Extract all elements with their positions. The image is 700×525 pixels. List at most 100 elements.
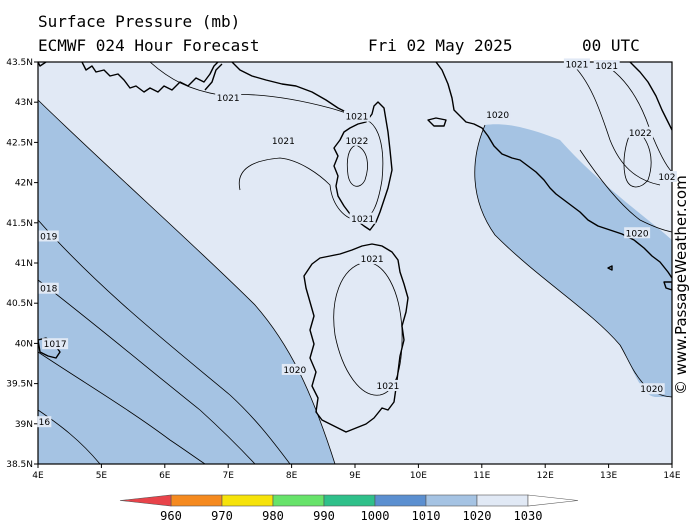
isobar-label: 1022 [345, 137, 368, 147]
isobar-label-bg [484, 109, 511, 121]
isobar-label-bg [359, 252, 386, 264]
isobar-label-bg [38, 282, 59, 294]
isobar-label: 1021 [351, 215, 374, 225]
lat-tick-label: 42.5N [6, 138, 33, 148]
isobar-1019 [38, 219, 291, 464]
isobar-label: 1017 [44, 340, 67, 350]
isobar-1020-southwest [38, 99, 336, 464]
isobar-label: 1020 [640, 385, 663, 395]
coast-italy-tuscany [435, 62, 672, 279]
coast-corsica [333, 101, 393, 231]
isobar-label-bg [38, 230, 59, 242]
credit-watermark: © www.PassageWeather.com [672, 175, 690, 395]
lon-tick-label: 11E [473, 471, 490, 481]
isobar-label-bg [638, 383, 665, 395]
coastlines [38, 62, 672, 433]
lon-tick-label: 10E [410, 471, 427, 481]
axis-ticks: 43.5N 43N 42.5N 42N 41.5N 41N 40.5N 40N 39.5N 39N… [6, 58, 681, 481]
isobar-label-bg [42, 338, 69, 350]
isobar-label: 1021 [565, 60, 588, 70]
legend-label: 1010 [412, 509, 441, 523]
isobar-label: 018 [40, 285, 57, 295]
legend-swatch [476, 494, 529, 507]
isobar-label: 1021 [361, 255, 384, 265]
lat-tick-label: 41.5N [6, 219, 33, 229]
legend-label: 1000 [361, 509, 390, 523]
isobar-1021-sardinia [333, 261, 403, 396]
isobar-label: 1021 [345, 113, 368, 123]
isobar-label: 1020 [626, 229, 649, 239]
isobar-1020-east [474, 124, 672, 398]
isobar-label: 102 [658, 173, 675, 183]
isobar-label-bg [563, 58, 590, 70]
lat-tick-label: 39.5N [6, 380, 33, 390]
lat-tick-label: 40N [15, 339, 33, 349]
lat-tick-label: 43N [15, 98, 33, 108]
isobar-label-bg [270, 134, 297, 146]
legend-label: 1030 [514, 509, 543, 523]
isobar-label: 1022 [629, 129, 652, 139]
legend-swatch [170, 494, 223, 507]
isobar-label: 1021 [272, 137, 295, 147]
legend-swatch [272, 494, 325, 507]
lat-tick-label: 43.5N [6, 58, 33, 68]
legend-swatch [323, 494, 376, 507]
isobar-label: 1020 [283, 366, 306, 376]
isobar-1017 [38, 351, 206, 464]
legend-left-arrow [119, 494, 172, 507]
coast-ischia [607, 265, 613, 271]
isobar-1022-northeast [623, 127, 652, 188]
isobar-label-bg [374, 380, 401, 392]
forecast-date: Fri 02 May 2025 [368, 36, 513, 55]
lon-tick-label: 14E [663, 471, 680, 481]
lat-tick-label: 39N [15, 420, 33, 430]
legend-swatch [221, 494, 274, 507]
isobar-1020-northeast [579, 149, 672, 233]
lon-tick-label: 12E [537, 471, 554, 481]
isobar-label: 16 [39, 418, 51, 428]
legend-swatch [374, 494, 427, 507]
legend-label: 980 [262, 509, 284, 523]
lon-tick-label: 8E [286, 471, 298, 481]
legend-swatch [425, 494, 478, 507]
lat-tick-label: 42N [15, 179, 33, 189]
lon-tick-label: 13E [600, 471, 617, 481]
isobar-1016 [38, 409, 101, 464]
isobar-1021-northeast [569, 62, 661, 186]
isobar-label-bg [37, 416, 52, 428]
isobar-label-bg [343, 134, 370, 146]
isobar-1018 [38, 279, 256, 464]
legend-label: 1020 [463, 509, 492, 523]
isobar-label: 1021 [217, 94, 240, 104]
legend-right-arrow [527, 494, 579, 507]
lon-tick-label: 7E [222, 471, 234, 481]
coast-elba [427, 117, 447, 127]
lat-tick-label: 40.5N [6, 299, 33, 309]
coast-france-riviera [38, 62, 219, 93]
lat-tick-label: 38.5N [6, 460, 33, 470]
lat-tick-label: 41N [15, 259, 33, 269]
isobar-label: 1021 [377, 382, 400, 392]
pressure-band-1010-1020-east [474, 124, 672, 397]
legend-label: 970 [211, 509, 233, 523]
coast-italy-south [663, 281, 672, 291]
coast-liguria [204, 62, 347, 113]
isobar-label-bg [349, 212, 376, 224]
isobar-label-bg [343, 110, 370, 122]
legend-label: 990 [313, 509, 335, 523]
isobar-label-bg [593, 60, 620, 72]
isobar-label-bg [281, 363, 308, 375]
isobar-1021-corsica [238, 121, 384, 221]
lon-tick-label: 4E [32, 471, 44, 481]
isobar-label-bg [627, 126, 654, 138]
lon-tick-label: 9E [349, 471, 361, 481]
pressure-band-1010-1020-southwest [38, 100, 335, 464]
isobar-labels: 1021102110211022102110211021102010201021… [37, 58, 677, 428]
isobar-label: 1021 [595, 62, 618, 72]
coast-italy-east [629, 62, 672, 131]
isobar-label: 1020 [486, 111, 509, 121]
isobar-1022-corsica [346, 144, 368, 187]
model-label: ECMWF 024 Hour Forecast [38, 36, 260, 55]
